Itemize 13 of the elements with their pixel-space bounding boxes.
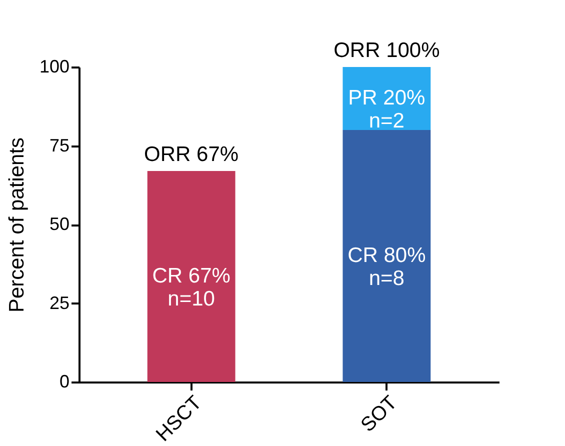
y-tick-label: 25 [49, 292, 70, 313]
y-tick-label: 0 [59, 372, 70, 392]
y-tick-label: 75 [49, 135, 70, 156]
data-label: CR 67% n=10 [152, 264, 230, 310]
total-label: ORR 100% [334, 39, 440, 62]
data-label: PR 20% n=2 [348, 86, 426, 132]
y-tick-label: 100 [39, 56, 70, 76]
y-tick-label: 50 [49, 214, 70, 234]
bar [147, 170, 236, 382]
bar [342, 130, 431, 382]
total-label: ORR 67% [144, 142, 239, 166]
data-label: CR 80% n=8 [348, 244, 426, 290]
y-axis-title: Percent of patients [5, 137, 28, 313]
